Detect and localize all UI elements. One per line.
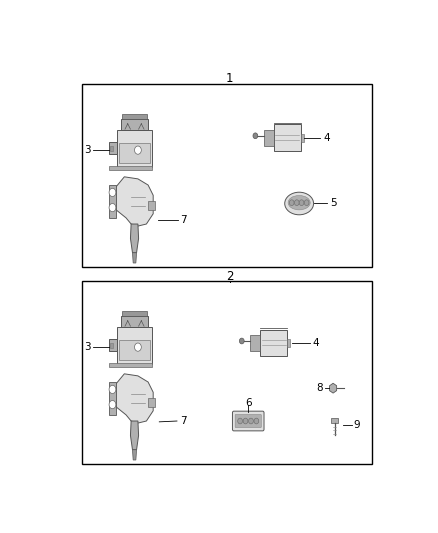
Circle shape — [240, 338, 244, 344]
Bar — [287, 339, 290, 347]
Bar — [109, 363, 152, 367]
Polygon shape — [329, 383, 337, 393]
Bar — [274, 125, 301, 151]
Circle shape — [109, 188, 116, 197]
Bar — [250, 335, 260, 351]
Bar — [332, 418, 338, 423]
Text: 3: 3 — [84, 145, 90, 155]
Text: 8: 8 — [316, 383, 323, 393]
Polygon shape — [116, 177, 153, 226]
Circle shape — [243, 418, 248, 424]
Bar — [109, 339, 117, 351]
Circle shape — [109, 385, 116, 393]
Circle shape — [134, 146, 141, 154]
Polygon shape — [116, 374, 153, 423]
Polygon shape — [109, 382, 116, 415]
Circle shape — [299, 200, 304, 206]
Bar — [264, 130, 274, 146]
Circle shape — [304, 200, 309, 206]
Text: 2: 2 — [226, 270, 233, 283]
Text: 5: 5 — [330, 198, 336, 208]
Polygon shape — [132, 253, 137, 263]
Ellipse shape — [285, 192, 314, 215]
Polygon shape — [132, 450, 137, 460]
Bar — [122, 311, 147, 316]
Bar — [121, 118, 148, 130]
Circle shape — [294, 200, 299, 206]
Polygon shape — [131, 224, 138, 253]
Polygon shape — [109, 185, 116, 218]
Bar — [109, 142, 117, 154]
Text: 6: 6 — [245, 398, 251, 408]
Bar — [120, 143, 150, 163]
Bar — [109, 166, 152, 170]
Bar — [110, 343, 113, 348]
Circle shape — [249, 418, 253, 424]
Circle shape — [109, 204, 116, 212]
Bar — [122, 115, 147, 118]
Ellipse shape — [288, 196, 310, 210]
Circle shape — [253, 133, 258, 139]
Text: 3: 3 — [84, 342, 90, 352]
Text: 7: 7 — [180, 215, 187, 225]
Text: 9: 9 — [353, 420, 360, 430]
Bar — [148, 399, 155, 407]
Polygon shape — [131, 421, 138, 450]
Bar — [117, 130, 152, 166]
FancyBboxPatch shape — [235, 415, 261, 427]
Circle shape — [254, 418, 259, 424]
Text: 7: 7 — [180, 416, 187, 426]
Bar — [82, 84, 372, 267]
Bar — [117, 327, 152, 364]
FancyBboxPatch shape — [233, 411, 264, 431]
Bar — [148, 201, 155, 209]
Text: 4: 4 — [323, 133, 330, 143]
Bar — [110, 146, 113, 150]
Bar — [301, 134, 304, 142]
Bar — [120, 340, 150, 360]
Text: 1: 1 — [226, 72, 233, 85]
Circle shape — [238, 418, 243, 424]
Bar — [260, 330, 287, 357]
Bar — [82, 281, 372, 464]
Circle shape — [290, 200, 294, 206]
Text: 4: 4 — [313, 338, 319, 348]
Bar — [121, 316, 148, 327]
Circle shape — [109, 400, 116, 409]
Circle shape — [134, 343, 141, 351]
